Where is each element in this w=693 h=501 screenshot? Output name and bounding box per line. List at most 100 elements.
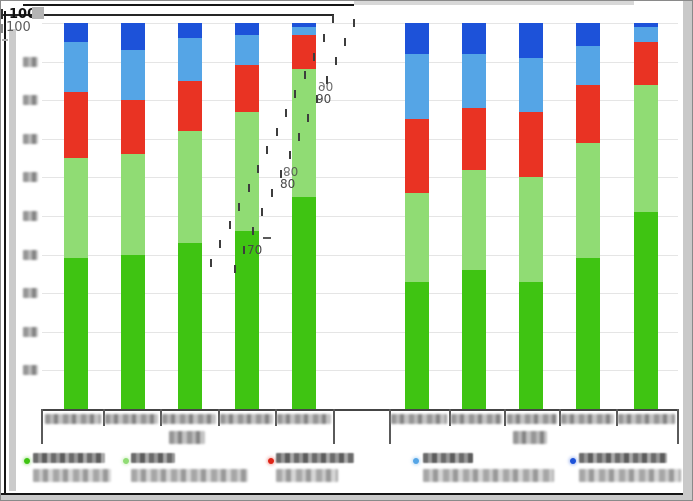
bar-segment-series-red	[121, 100, 145, 155]
bar-segment-series-red	[64, 92, 88, 159]
bar-segment-series-light-blue	[634, 26, 658, 43]
x-tick-label-blur	[391, 414, 447, 424]
annotation-dash	[261, 208, 264, 217]
y-tick-label-blur	[23, 56, 38, 67]
bar-segment-series-light-green	[405, 192, 429, 282]
legend-dot-2	[268, 458, 274, 464]
bar-segment-series-light-blue	[121, 50, 145, 101]
stacked-bar	[121, 23, 145, 409]
bar-segment-series-dark-blue	[235, 23, 259, 35]
annotation-dash	[270, 189, 273, 198]
legend-label-blur-line2	[423, 469, 554, 482]
bar-segment-series-dark-blue	[634, 23, 658, 27]
stacked-bar	[178, 23, 202, 409]
axis-tick-short	[449, 409, 451, 426]
bar-segment-series-light-blue	[235, 34, 259, 66]
annotation-dash	[243, 246, 246, 255]
legend-label-blur-line2	[33, 469, 111, 482]
axis-tick-mark	[1, 9, 3, 19]
axis-tick-short	[559, 409, 561, 426]
annotation-dash	[210, 259, 212, 267]
stacked-bar	[64, 23, 88, 409]
annotation-label-80: 80	[280, 177, 296, 191]
x-tick-label-blur	[45, 414, 101, 424]
y-tick-label-blur	[23, 172, 38, 183]
annotation-dash	[266, 146, 269, 155]
bar-segment-series-green	[292, 196, 316, 409]
bar-segment-series-light-green	[178, 131, 202, 243]
bar-segment-series-red	[462, 107, 486, 170]
stacked-bar	[405, 23, 429, 409]
bar-segment-series-green	[235, 231, 259, 409]
bar-segment-series-green	[121, 254, 145, 409]
annotation-dash	[294, 90, 297, 99]
bar-segment-series-light-blue	[519, 57, 543, 112]
annotation-dash	[238, 202, 241, 211]
bar-segment-series-green	[519, 281, 543, 409]
stacked-bar	[576, 23, 600, 409]
annotation-dash	[288, 151, 291, 160]
x-tick-label-blur	[451, 414, 502, 424]
x-tick-label-blur	[277, 414, 331, 424]
annotation-dash	[303, 71, 306, 80]
gridline	[42, 177, 678, 179]
legend-label-blur-line1	[423, 453, 473, 463]
annotation-dash	[247, 183, 250, 192]
gridline	[42, 23, 678, 24]
bottom-gray-strip	[1, 495, 692, 500]
annotation-dash	[228, 221, 231, 230]
stacked-bar	[519, 23, 543, 409]
annotation-label-90: 90	[316, 92, 332, 106]
annotation-dash	[353, 19, 355, 27]
stacked-bar	[292, 23, 316, 409]
stacked-bar	[634, 23, 658, 409]
bar-segment-series-light-green	[576, 142, 600, 259]
annotation-label-70: 70	[247, 243, 263, 257]
legend-dot-3	[413, 458, 419, 464]
y-tick-label-blur	[23, 326, 38, 337]
axis-tick-short	[218, 409, 220, 426]
x-tick-label-blur	[507, 414, 557, 424]
annotation-dash	[285, 108, 288, 117]
annotation-dash	[219, 240, 222, 249]
bar-segment-series-green	[405, 281, 429, 409]
legend-label-blur-line1	[579, 453, 667, 463]
bar-segment-series-dark-blue	[405, 23, 429, 54]
gridline	[42, 216, 678, 217]
scrollbar[interactable]	[9, 29, 16, 491]
axis-tick-short	[103, 409, 105, 426]
annotation-dash	[313, 52, 316, 61]
gridline	[42, 100, 678, 102]
annotation-dash	[298, 132, 301, 141]
legend-label-blur-line1	[33, 453, 105, 463]
axis-tick-short	[160, 409, 162, 426]
bar-segment-series-light-green	[64, 158, 88, 259]
x-tick-label-blur	[220, 414, 273, 424]
bar-segment-series-red	[519, 111, 543, 178]
bar-segment-series-light-green	[519, 177, 543, 282]
bar-segment-series-light-blue	[64, 42, 88, 93]
gridline	[42, 331, 678, 333]
legend-label-blur-line2	[276, 469, 338, 482]
y-tick-label-blur	[23, 211, 38, 221]
stacked-bar	[235, 23, 259, 409]
bar-segment-series-dark-blue	[519, 23, 543, 58]
bar-segment-series-red	[178, 80, 202, 132]
ghost-block	[32, 7, 44, 19]
y-tick-label-blur	[23, 288, 38, 299]
bar-segment-series-red	[292, 34, 316, 70]
bar-segment-series-light-blue	[576, 46, 600, 85]
legend-label-blur-line1	[276, 453, 354, 463]
gridline	[42, 370, 678, 372]
y-tick-label-blur	[23, 249, 38, 260]
annotation-dash	[252, 227, 255, 236]
group-label-blur	[169, 431, 205, 444]
bar-segment-series-green	[64, 258, 88, 409]
x-tick-label-blur	[105, 414, 158, 424]
bar-segment-series-light-green	[121, 154, 145, 255]
annotation-dash-mark	[263, 237, 271, 239]
stacked-bar	[462, 23, 486, 409]
bar-segment-series-green	[462, 270, 486, 409]
gridline	[42, 293, 678, 295]
